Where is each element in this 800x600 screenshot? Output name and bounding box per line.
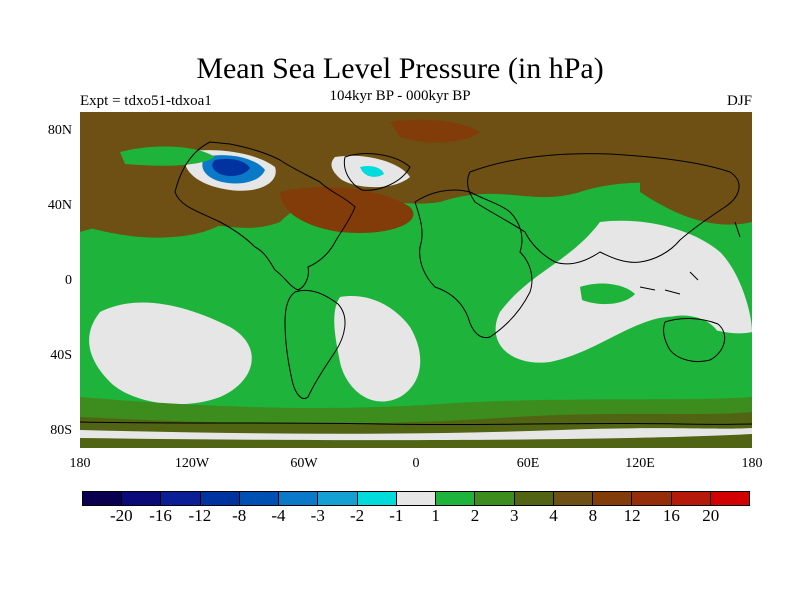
colorbar-tick-label: -20 (109, 506, 133, 525)
colorbar-swatch (514, 492, 554, 505)
pressure-anomaly-map (80, 112, 752, 448)
x-axis-label: 60E (516, 456, 540, 471)
chart-title: Mean Sea Level Pressure (in hPa) (196, 52, 604, 85)
region-north-pacific-low (80, 238, 255, 302)
colorbar-swatch (83, 492, 123, 505)
x-axis-label: 120E (625, 456, 655, 471)
colorbar-swatch (593, 492, 633, 505)
colorbar-tick-label: 3 (509, 506, 519, 525)
colorbar-swatch (475, 492, 515, 505)
anomaly-fill-regions (80, 112, 752, 448)
region-arctic-positive (120, 146, 215, 166)
colorbar-swatch (671, 492, 711, 505)
colorbar-tick-label: 1 (431, 506, 440, 525)
colorbar-swatch (710, 492, 749, 505)
colorbar-tick-label: 4 (549, 506, 558, 525)
colorbar-swatch (279, 492, 319, 505)
colorbar-swatch (357, 492, 397, 505)
colorbar-tick-label: -1 (389, 506, 404, 525)
region-indian-ocean-positive (580, 283, 635, 305)
x-axis-label: 180 (69, 456, 91, 471)
colorbar-tick-label: -4 (271, 506, 286, 525)
x-axis-label: 60W (290, 456, 318, 471)
region-greenland-negative (360, 165, 384, 177)
region-australia-positive (668, 315, 720, 350)
colorbar-swatch (396, 492, 437, 505)
period-label: 104kyr BP - 000kyr BP (329, 88, 471, 104)
colorbar-swatch (436, 492, 476, 505)
colorbar-swatch (553, 492, 594, 505)
region-hudson-strong-negative (212, 158, 250, 176)
y-axis-label: 40S (50, 348, 72, 363)
x-axis-label: 120W (174, 456, 210, 471)
coastlines (80, 141, 752, 426)
colorbar-tick-label: -16 (149, 506, 172, 525)
colorbar-swatch (239, 492, 280, 505)
region-arctic-max (390, 119, 480, 143)
colorbar-swatch (122, 492, 162, 505)
region-asia-high (640, 148, 752, 225)
region-south-atlantic-neutral (334, 296, 421, 402)
colorbar-tick-label: 12 (623, 506, 641, 525)
colorbar-tick-label: 2 (470, 506, 480, 525)
y-axis-label: 40N (47, 198, 72, 213)
region-north-atlantic (280, 187, 414, 233)
y-axis-label: 80N (47, 123, 72, 138)
colorbar-tick-label: 16 (662, 506, 680, 525)
colorbar-swatch (161, 492, 201, 505)
colorbar-swatch (318, 492, 358, 505)
x-axis-label: 0 (412, 456, 420, 471)
y-axis-label: 80S (50, 423, 72, 438)
region-north-high (80, 112, 752, 232)
colorbar-tick-label: -12 (188, 506, 212, 525)
region-antarctic-neutral (80, 428, 752, 441)
colorbar-tick-label: 20 (702, 506, 720, 525)
x-axis-label: 180 (741, 456, 763, 471)
colorbar-tick-label: -3 (310, 506, 325, 525)
region-south-pacific-neutral (89, 302, 252, 405)
colorbar-tick-label: 8 (588, 506, 598, 525)
colorbar-tick-label: -2 (349, 506, 365, 525)
colorbar-tick-label: -8 (232, 506, 247, 525)
y-axis-label: 0 (65, 273, 72, 288)
colorbar-swatch (632, 492, 672, 505)
season-label: DJF (726, 93, 752, 109)
colorbar-swatch (200, 492, 240, 505)
colorbar (82, 491, 750, 506)
experiment-label: Expt = tdxo51-tdxoa1 (80, 93, 212, 109)
